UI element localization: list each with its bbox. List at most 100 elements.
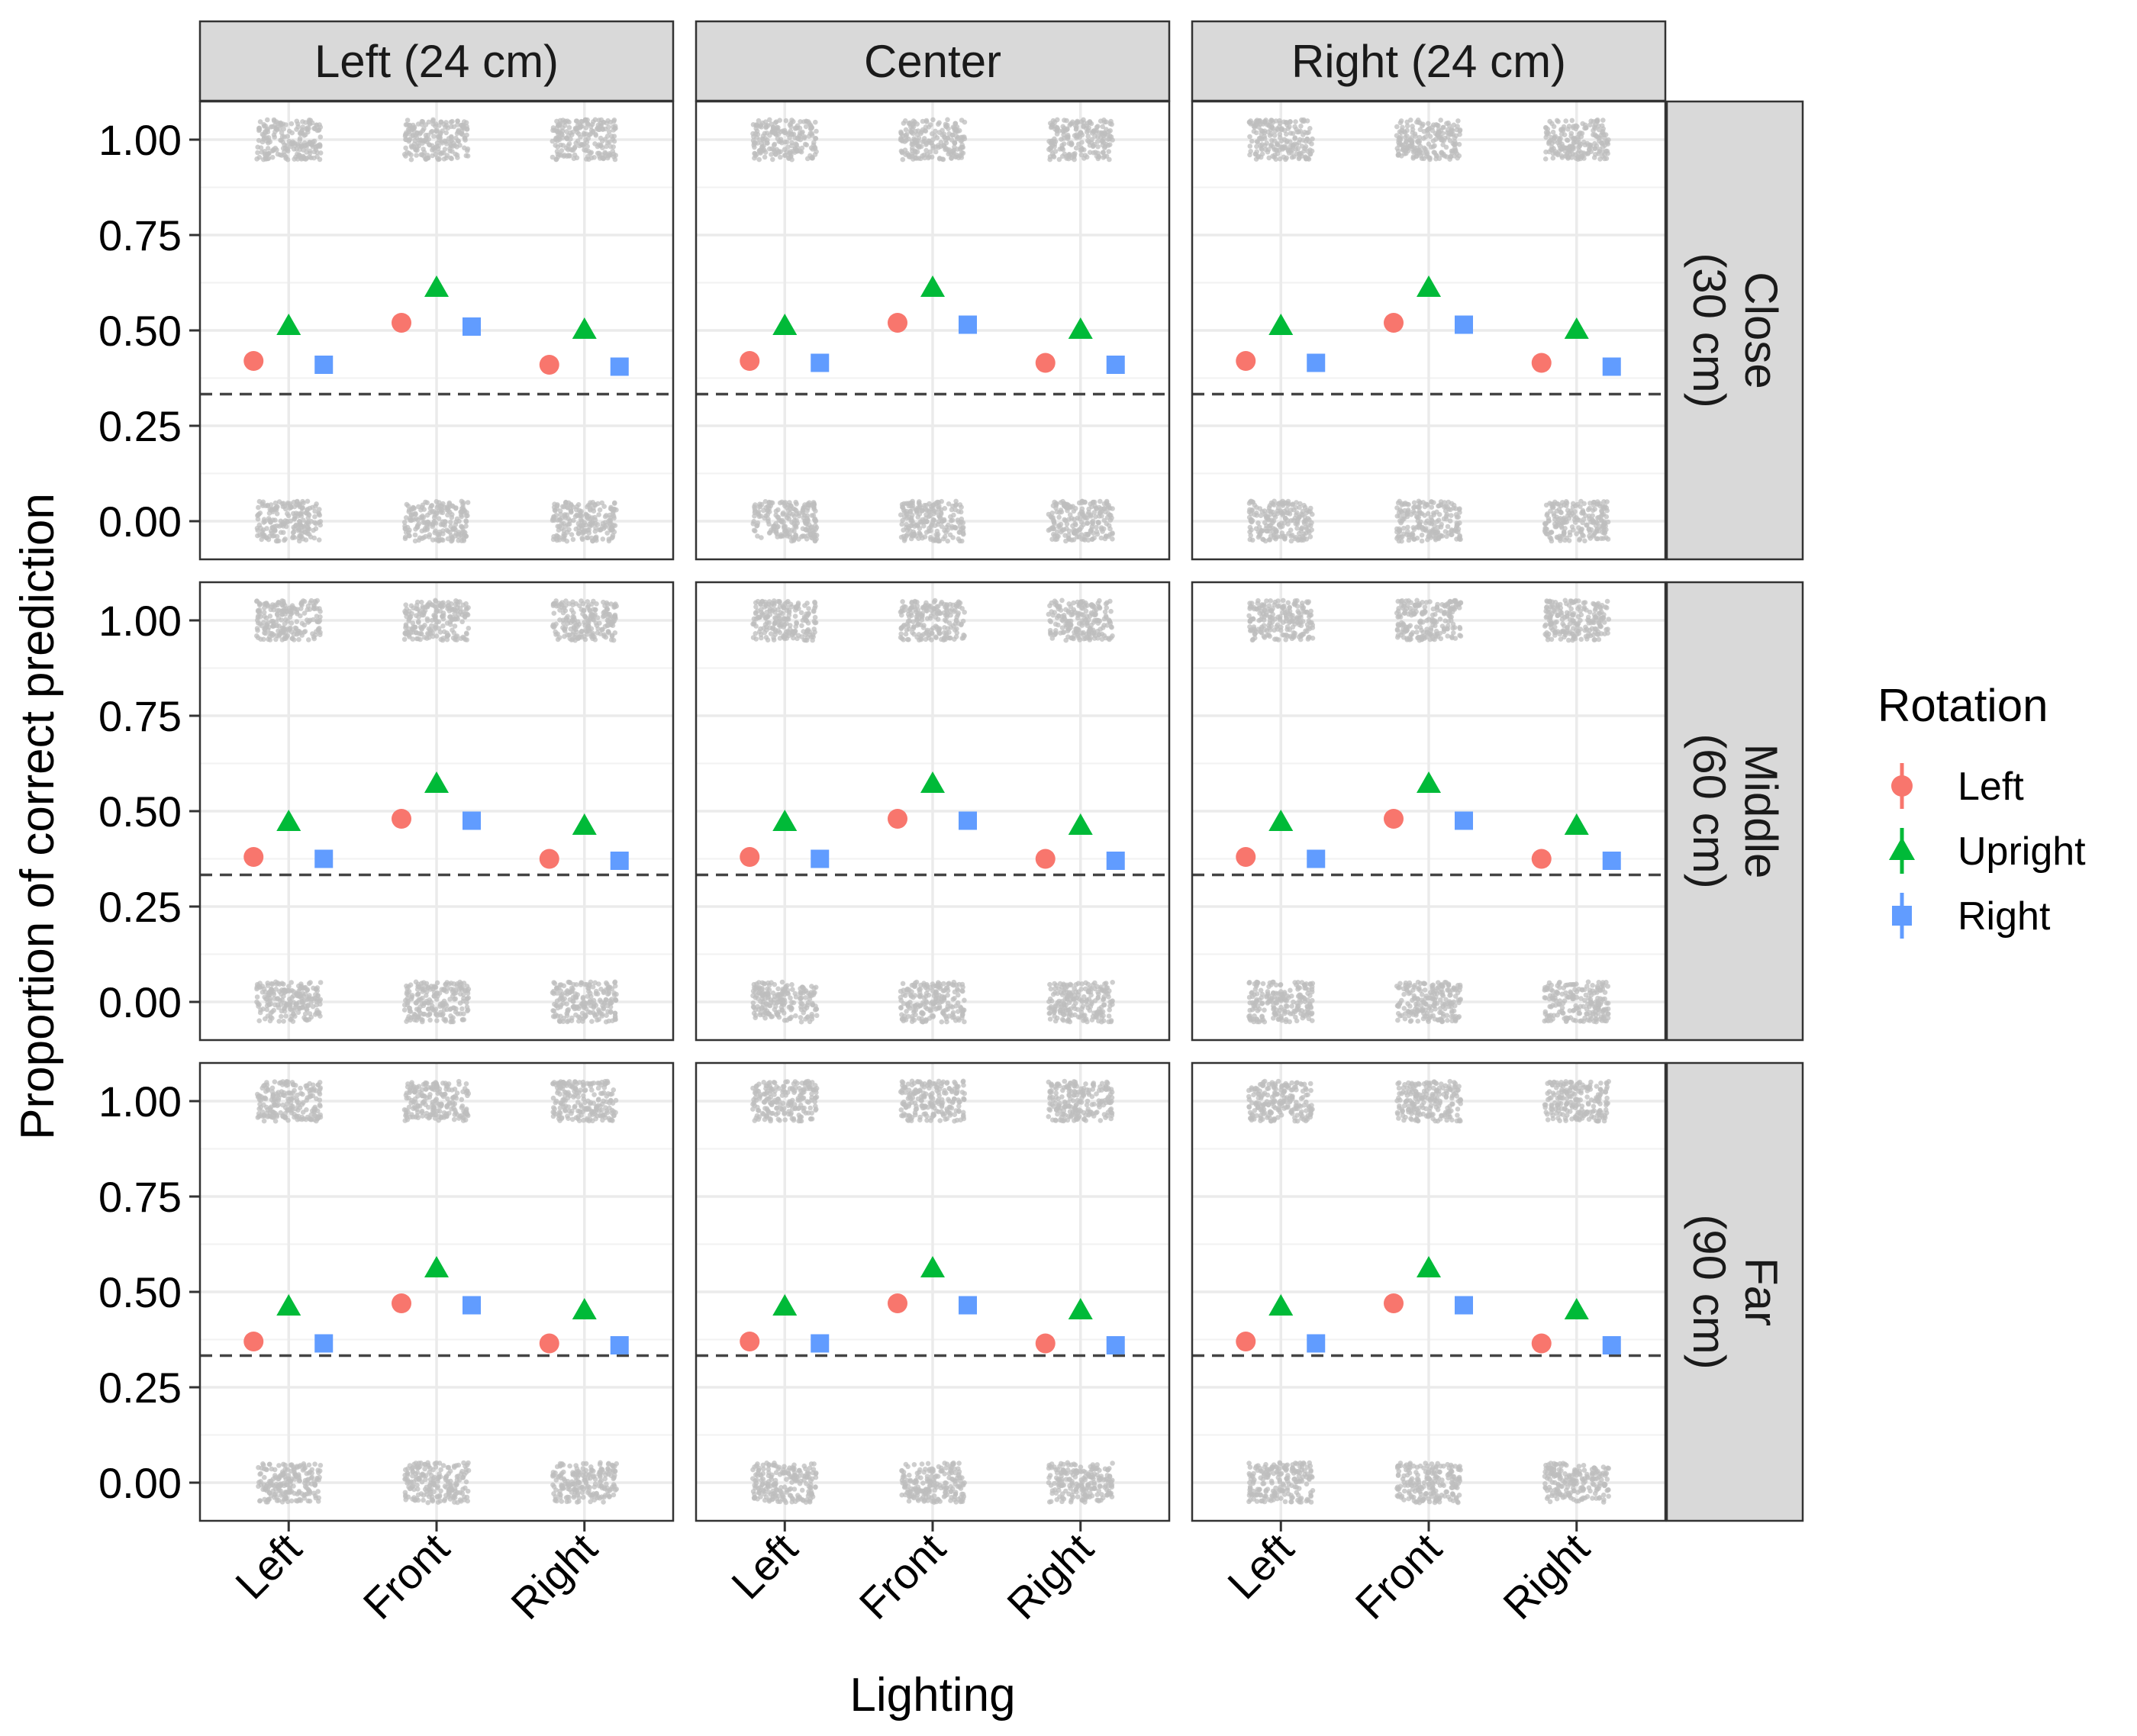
raw-point (288, 121, 295, 127)
raw-point (1410, 149, 1417, 155)
raw-point (562, 990, 569, 996)
raw-point (282, 142, 288, 148)
raw-point (570, 599, 575, 605)
raw-point (773, 508, 779, 514)
raw-point (1438, 524, 1444, 530)
raw-point (1061, 132, 1066, 137)
raw-point (408, 997, 414, 1002)
raw-point (283, 617, 288, 623)
raw-point (923, 530, 930, 535)
raw-point (1422, 513, 1427, 518)
raw-point (449, 156, 454, 162)
raw-point (590, 538, 595, 544)
raw-point (269, 1016, 275, 1021)
raw-point (1558, 145, 1563, 150)
raw-point (407, 533, 412, 539)
raw-point (458, 509, 463, 515)
raw-point (414, 602, 420, 608)
raw-point (1098, 510, 1104, 515)
raw-point (1091, 141, 1098, 147)
raw-point (608, 637, 614, 643)
raw-point (447, 148, 453, 154)
raw-point (301, 133, 307, 138)
raw-point (585, 136, 591, 141)
raw-point (576, 507, 582, 514)
raw-point (255, 150, 260, 156)
raw-point (750, 521, 756, 527)
raw-point (259, 531, 266, 536)
raw-point (409, 610, 414, 617)
raw-point (1596, 528, 1602, 534)
raw-point (254, 598, 259, 604)
raw-point (262, 614, 267, 619)
raw-point (1098, 535, 1104, 541)
raw-point (288, 518, 294, 524)
raw-point (585, 604, 591, 610)
raw-point (1259, 131, 1264, 137)
raw-point (570, 536, 576, 543)
raw-point (1416, 120, 1421, 125)
raw-point (459, 1006, 465, 1012)
raw-point (611, 620, 616, 625)
raw-point (772, 523, 777, 529)
raw-point (756, 148, 762, 153)
raw-point (297, 986, 303, 991)
raw-point (437, 608, 443, 614)
raw-point (582, 141, 587, 147)
raw-point (903, 133, 908, 138)
raw-point (1566, 510, 1571, 516)
raw-point (1059, 137, 1064, 142)
raw-point (464, 510, 469, 515)
raw-point (596, 512, 601, 517)
raw-point (1397, 136, 1404, 142)
raw-point (752, 155, 757, 161)
raw-point (555, 1013, 560, 1019)
raw-point (801, 135, 807, 141)
raw-point (417, 1004, 423, 1010)
raw-point (778, 129, 784, 134)
raw-point (458, 991, 463, 997)
raw-point (936, 156, 943, 162)
raw-point (1289, 533, 1295, 538)
raw-point (572, 125, 579, 131)
raw-point (259, 989, 266, 995)
raw-point (261, 137, 266, 142)
raw-point (581, 607, 586, 614)
raw-point (1100, 138, 1105, 143)
raw-point (789, 982, 795, 987)
raw-point (264, 1006, 270, 1013)
raw-point (1578, 150, 1584, 156)
raw-point (277, 152, 283, 158)
raw-point (448, 533, 454, 539)
raw-point (450, 635, 456, 641)
raw-point (1453, 141, 1459, 147)
raw-point (1604, 535, 1609, 540)
raw-point (577, 143, 582, 149)
raw-point (1258, 154, 1264, 160)
raw-point (452, 623, 458, 629)
raw-point (915, 143, 921, 150)
raw-point (285, 510, 290, 517)
raw-point (1268, 533, 1274, 539)
raw-point (292, 516, 298, 521)
raw-point (588, 520, 594, 526)
raw-point (409, 507, 414, 512)
raw-point (1065, 126, 1070, 132)
raw-point (301, 622, 308, 628)
raw-point (601, 990, 607, 996)
raw-point (1090, 128, 1096, 134)
raw-point (1094, 524, 1099, 530)
raw-point (926, 138, 932, 143)
raw-point (566, 1018, 571, 1023)
raw-point (449, 514, 455, 520)
raw-point (427, 1017, 433, 1023)
raw-point (588, 1010, 593, 1016)
raw-point (589, 601, 595, 607)
raw-point (262, 519, 268, 524)
raw-point (558, 153, 564, 158)
raw-point (612, 156, 618, 163)
raw-point (429, 1005, 435, 1011)
raw-point (1577, 143, 1583, 149)
raw-point (1296, 140, 1302, 145)
raw-point (752, 514, 757, 519)
